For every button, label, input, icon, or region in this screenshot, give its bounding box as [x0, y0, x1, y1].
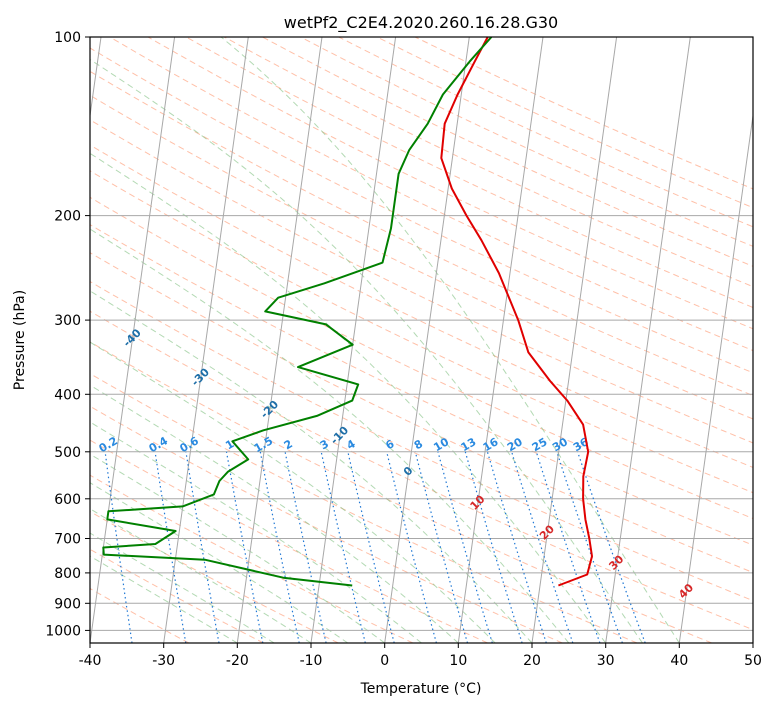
plot-frame: [89, 36, 754, 644]
dry-adiabat-line: [90, 224, 753, 546]
y-tick-label: 500: [54, 445, 81, 461]
mixing-ratio-line: [464, 451, 523, 643]
dry-adiabat-line: [90, 280, 753, 602]
dry-adiabat-line: [185, 37, 753, 309]
x-tick-label: -10: [300, 653, 323, 669]
dry-adiabat-line: [376, 37, 753, 209]
dry-adiabat-line: [414, 37, 753, 190]
x-tick-label: 20: [523, 653, 541, 669]
dry-adiabat-line: [90, 341, 712, 643]
dry-adiabat-line: [300, 37, 753, 247]
dry-adiabat-line: [224, 37, 753, 288]
y-tick-label: 400: [54, 387, 81, 403]
y-tick-label: 1000: [45, 623, 81, 639]
y-tick-label: 300: [54, 313, 81, 329]
mixing-ratio-line: [414, 451, 469, 643]
isotherm-line: [163, 37, 249, 643]
dry-adiabat-line: [90, 474, 414, 643]
dry-adiabat-line: [90, 47, 753, 374]
isotherm-line: [236, 37, 323, 643]
isotherm-line: [384, 37, 470, 643]
mixing-ratio-line: [104, 451, 133, 643]
x-axis-label: Temperature (°C): [360, 681, 482, 697]
y-axis-label: Pressure (hPa): [12, 290, 28, 390]
mixing-ratio-line: [259, 451, 300, 643]
isotherm-line: [310, 37, 397, 643]
mixing-ratio-line: [284, 451, 327, 643]
isotherm-line: [90, 37, 176, 643]
y-tick-label: 800: [54, 566, 81, 582]
isotherm-line: [457, 37, 544, 643]
dry-adiabat-line: [90, 119, 753, 444]
moist-adiabat-line: [90, 290, 533, 643]
dry-adiabat-line: [147, 37, 753, 330]
y-tick-label: 100: [54, 30, 81, 46]
dry-adiabat-line: [90, 70, 753, 397]
dry-adiabat-line: [90, 252, 753, 574]
mixing-ratio-line: [486, 451, 547, 643]
mixing-ratio-line: [347, 451, 395, 643]
y-tick-label: 600: [54, 492, 81, 508]
moist-adiabat-line: [90, 58, 643, 643]
dewpoint-profile-line: [102, 37, 493, 587]
axes: -40 -30 -20 -10 0 10 20 30 40 50 100 200 300 400 500 60…: [45, 30, 762, 669]
moist-adiabat-line: [90, 228, 570, 643]
x-tick-label: -30: [152, 653, 175, 669]
mixing-ratio-line: [154, 451, 187, 643]
y-tick-label: 200: [54, 209, 81, 225]
dry-adiabat-line: [90, 405, 563, 643]
dry-adiabat-line: [109, 37, 753, 352]
isotherm-line: [531, 37, 618, 643]
dry-adiabat-line: [90, 94, 753, 420]
dry-adiabat-line: [338, 37, 753, 228]
x-tick-label: -20: [226, 653, 249, 669]
x-tick-label: -40: [79, 653, 102, 669]
moist-adiabat-line: [90, 482, 349, 643]
chart-title: wetPf2_C2E4.2020.260.16.28.G30: [284, 13, 558, 33]
mixing-ratio-line: [225, 451, 264, 643]
x-tick-label: 30: [597, 653, 615, 669]
mixing-ratio-line: [437, 451, 493, 643]
isotherm-line: [605, 37, 691, 643]
moist-adiabat-line: [90, 421, 422, 643]
x-tick-label: 50: [744, 653, 762, 669]
isotherm-line: [678, 112, 753, 643]
moist-adiabat-line: [220, 37, 680, 643]
x-tick-label: 0: [380, 653, 389, 669]
x-tick-label: 40: [670, 653, 688, 669]
y-tick-label: 900: [54, 596, 81, 612]
dry-adiabat-line: [262, 37, 753, 267]
dry-adiabat-line: [90, 310, 753, 631]
dry-adiabat-line: [90, 144, 753, 468]
moist-adiabat-line: [90, 555, 238, 643]
mixing-ratio-line: [511, 451, 574, 643]
x-tick-label: 10: [449, 653, 467, 669]
moist-adiabat-line: [90, 384, 459, 643]
mixing-ratio-line: [185, 451, 220, 643]
moist-adiabat-line: [90, 453, 385, 643]
temperature-profile-line: [440, 37, 593, 587]
dry-adiabat-line: [90, 170, 753, 494]
y-tick-label: 700: [54, 532, 81, 548]
dry-adiabat-line: [90, 439, 488, 643]
plot-area: 0.10.20.40.611.52346810131620253036-100-…: [90, 37, 753, 643]
mixing-ratio-line: [320, 451, 366, 643]
